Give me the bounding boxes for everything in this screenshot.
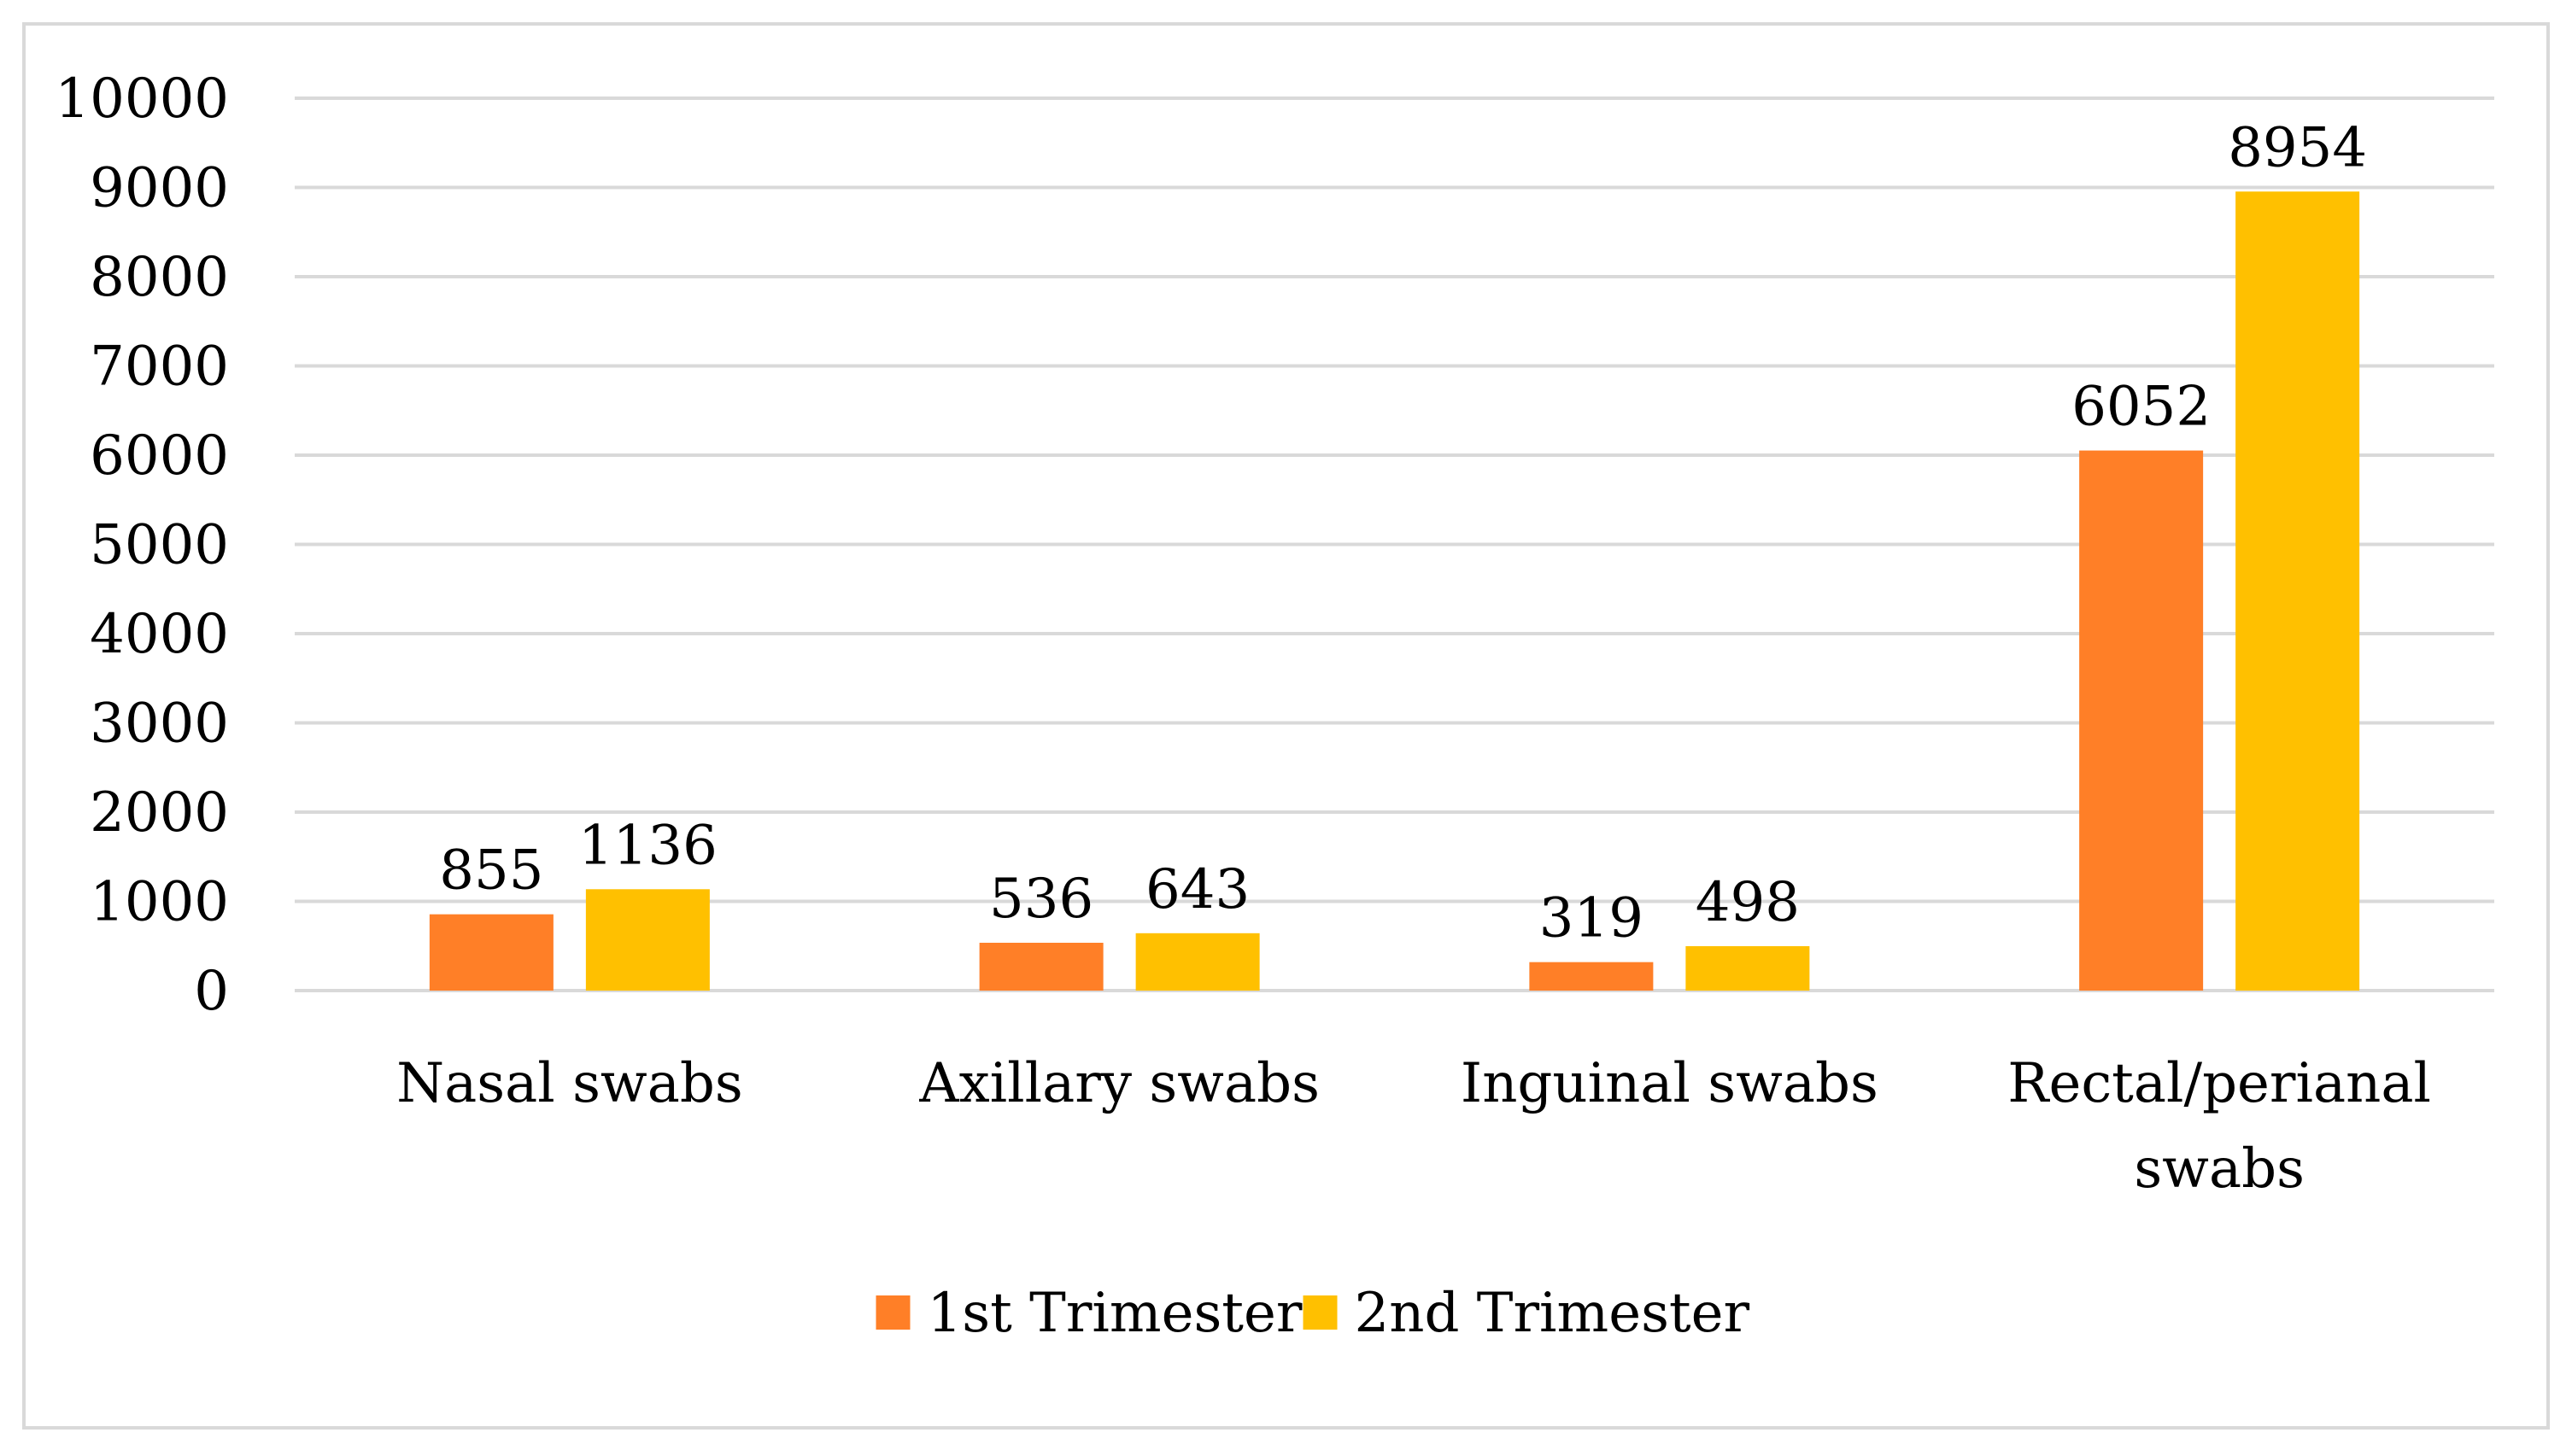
data-label: 1136 — [578, 814, 718, 877]
legend-swatch — [1303, 1295, 1338, 1330]
x-axis-category-labels: Nasal swabs Axillary swabs Inguinal swabs R… — [396, 1052, 2431, 1201]
bar-2 — [1685, 945, 1810, 991]
data-label: 498 — [1696, 871, 1800, 934]
x-category-label: Axillary swabs — [918, 1052, 1320, 1115]
bar-1 — [2079, 450, 2204, 991]
legend-label: 1st Trimester — [928, 1282, 1303, 1345]
bar-1 — [979, 942, 1104, 991]
bar-2 — [1135, 933, 1260, 991]
data-label: 319 — [1539, 887, 1643, 950]
bar-2 — [2235, 191, 2360, 991]
y-tick-label: 4000 — [90, 603, 229, 666]
data-label: 855 — [439, 839, 543, 903]
y-axis-tick-labels: 0 1000 2000 3000 4000 5000 6000 7000 8000 9000 100… — [55, 67, 229, 1023]
y-tick-label: 3000 — [90, 693, 229, 756]
x-category-label: Nasal swabs — [396, 1052, 743, 1115]
y-tick-label: 1000 — [90, 871, 229, 934]
y-tick-label: 7000 — [90, 336, 229, 399]
y-tick-label: 8000 — [90, 246, 229, 309]
legend-swatch — [876, 1295, 911, 1330]
x-category-label: Rectal/perianal — [2007, 1052, 2431, 1115]
data-label: 8954 — [2228, 116, 2367, 179]
data-label: 643 — [1145, 858, 1250, 921]
bar-1 — [429, 914, 554, 991]
bar-1 — [1529, 962, 1654, 991]
bars — [429, 191, 2360, 991]
x-category-label: swabs — [2134, 1137, 2305, 1201]
y-tick-label: 0 — [194, 960, 229, 1023]
y-tick-label: 2000 — [90, 781, 229, 845]
data-label: 6052 — [2071, 376, 2211, 439]
y-tick-label: 10000 — [55, 67, 229, 131]
legend: 1st Trimester 2nd Trimester — [876, 1282, 1750, 1345]
y-tick-label: 5000 — [90, 514, 229, 577]
y-tick-label: 6000 — [90, 424, 229, 488]
y-tick-label: 9000 — [90, 157, 229, 220]
data-labels: 855 1136 536 643 319 498 6052 8954 — [439, 116, 2367, 950]
legend-label: 2nd Trimester — [1355, 1282, 1750, 1345]
bar-2 — [585, 889, 710, 991]
data-label: 536 — [989, 868, 1093, 931]
x-category-label: Inguinal swabs — [1461, 1052, 1878, 1115]
